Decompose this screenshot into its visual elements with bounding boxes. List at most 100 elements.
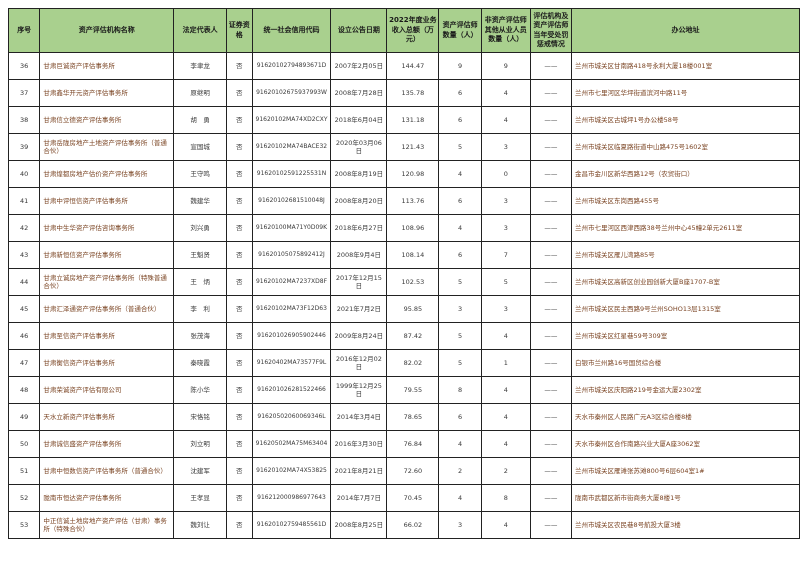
cell-others[interactable]: 9 bbox=[480, 52, 531, 80]
cell-name[interactable]: 甘肃信立德资产评估事务所 bbox=[39, 106, 175, 134]
cell-no[interactable]: 48 bbox=[7, 376, 41, 404]
cell-no[interactable]: 43 bbox=[7, 241, 41, 269]
cell-address[interactable]: 兰州市城关区庆阳路219号金运大厦2302室 bbox=[571, 376, 800, 404]
cell-sec[interactable]: 否 bbox=[225, 241, 253, 269]
cell-appraisers[interactable]: 6 bbox=[438, 403, 482, 431]
cell-others[interactable]: 4 bbox=[480, 511, 531, 539]
cell-sec[interactable]: 否 bbox=[225, 106, 253, 134]
cell-penalty[interactable]: —— bbox=[529, 430, 573, 458]
cell-appraisers[interactable]: 4 bbox=[438, 160, 482, 188]
cell-sec[interactable]: 否 bbox=[225, 430, 253, 458]
cell-sec[interactable]: 否 bbox=[225, 511, 253, 539]
cell-no[interactable]: 53 bbox=[7, 511, 41, 539]
cell-income[interactable]: 66.02 bbox=[386, 511, 440, 539]
cell-penalty[interactable]: —— bbox=[529, 160, 573, 188]
cell-income[interactable]: 121.43 bbox=[386, 133, 440, 161]
cell-income[interactable]: 87.42 bbox=[386, 322, 440, 350]
cell-date[interactable]: 2021年8月21日 bbox=[330, 457, 388, 485]
cell-no[interactable]: 46 bbox=[7, 322, 41, 350]
cell-sec[interactable]: 否 bbox=[225, 133, 253, 161]
cell-appraisers[interactable]: 4 bbox=[438, 484, 482, 512]
cell-name[interactable]: 甘肃立诚房地产资产评估事务所（特殊普通合伙） bbox=[39, 268, 175, 296]
cell-appraisers[interactable]: 2 bbox=[438, 457, 482, 485]
cell-sec[interactable]: 否 bbox=[225, 268, 253, 296]
cell-sec[interactable]: 否 bbox=[225, 322, 253, 350]
cell-date[interactable]: 2020年03月06日 bbox=[330, 133, 388, 161]
cell-rep[interactable]: 刘立明 bbox=[173, 430, 227, 458]
cell-appraisers[interactable]: 6 bbox=[438, 106, 482, 134]
cell-appraisers[interactable]: 6 bbox=[438, 241, 482, 269]
cell-income[interactable]: 72.60 bbox=[386, 457, 440, 485]
cell-income[interactable]: 131.18 bbox=[386, 106, 440, 134]
cell-code[interactable]: 916212000986977643 bbox=[251, 484, 332, 512]
cell-rep[interactable]: 王魁贤 bbox=[173, 241, 227, 269]
cell-penalty[interactable]: —— bbox=[529, 187, 573, 215]
cell-others[interactable]: 8 bbox=[480, 484, 531, 512]
cell-rep[interactable]: 宋恪铭 bbox=[173, 403, 227, 431]
cell-sec[interactable]: 否 bbox=[225, 214, 253, 242]
cell-others[interactable]: 4 bbox=[480, 376, 531, 404]
cell-rep[interactable]: 李 利 bbox=[173, 295, 227, 323]
cell-date[interactable]: 2008年8月19日 bbox=[330, 160, 388, 188]
cell-penalty[interactable]: —— bbox=[529, 511, 573, 539]
cell-others[interactable]: 4 bbox=[480, 106, 531, 134]
cell-code[interactable]: 91620402MA73577F9L bbox=[251, 349, 332, 377]
cell-income[interactable]: 108.96 bbox=[386, 214, 440, 242]
cell-code[interactable]: 916201026905902446 bbox=[251, 322, 332, 350]
cell-date[interactable]: 2007年2月05日 bbox=[330, 52, 388, 80]
cell-date[interactable]: 1999年12月25日 bbox=[330, 376, 388, 404]
cell-date[interactable]: 2018年6月27日 bbox=[330, 214, 388, 242]
cell-address[interactable]: 兰州市城关区古城坪1号办公楼58号 bbox=[571, 106, 800, 134]
cell-others[interactable]: 3 bbox=[480, 295, 531, 323]
cell-date[interactable]: 2009年8月24日 bbox=[330, 322, 388, 350]
cell-appraisers[interactable]: 6 bbox=[438, 79, 482, 107]
cell-sec[interactable]: 否 bbox=[225, 295, 253, 323]
cell-penalty[interactable]: —— bbox=[529, 484, 573, 512]
cell-address[interactable]: 天水市秦州区人民路广元A3区综合楼8楼 bbox=[571, 403, 800, 431]
cell-others[interactable]: 5 bbox=[480, 268, 531, 296]
cell-appraisers[interactable]: 3 bbox=[438, 295, 482, 323]
cell-penalty[interactable]: —— bbox=[529, 106, 573, 134]
cell-rep[interactable]: 胡 勇 bbox=[173, 106, 227, 134]
cell-code[interactable]: 91620100MA71Y0D09K bbox=[251, 214, 332, 242]
cell-appraisers[interactable]: 5 bbox=[438, 322, 482, 350]
cell-appraisers[interactable]: 8 bbox=[438, 376, 482, 404]
cell-address[interactable]: 兰州市城关区农民巷8号航投大厦3楼 bbox=[571, 511, 800, 539]
cell-date[interactable]: 2021年7月2日 bbox=[330, 295, 388, 323]
cell-others[interactable]: 7 bbox=[480, 241, 531, 269]
cell-others[interactable]: 4 bbox=[480, 322, 531, 350]
cell-sec[interactable]: 否 bbox=[225, 349, 253, 377]
cell-no[interactable]: 51 bbox=[7, 457, 41, 485]
cell-sec[interactable]: 否 bbox=[225, 160, 253, 188]
cell-income[interactable]: 144.47 bbox=[386, 52, 440, 80]
cell-code[interactable]: 91620102MA74BACE32 bbox=[251, 133, 332, 161]
cell-name[interactable]: 甘肃巨诚资产评估事务所 bbox=[39, 52, 175, 80]
cell-name[interactable]: 陇南市恒达资产评估事务所 bbox=[39, 484, 175, 512]
cell-date[interactable]: 2008年7月28日 bbox=[330, 79, 388, 107]
cell-appraisers[interactable]: 5 bbox=[438, 268, 482, 296]
cell-date[interactable]: 2018年6月04日 bbox=[330, 106, 388, 134]
cell-penalty[interactable]: —— bbox=[529, 133, 573, 161]
cell-code[interactable]: 91620102591225531N bbox=[251, 160, 332, 188]
cell-appraisers[interactable]: 5 bbox=[438, 133, 482, 161]
cell-code[interactable]: 91620102675937993W bbox=[251, 79, 332, 107]
cell-address[interactable]: 兰州市城关区临夏路街道中山路475号1602室 bbox=[571, 133, 800, 161]
cell-address[interactable]: 天水市秦州区合作南路兴业大厦A座3062室 bbox=[571, 430, 800, 458]
cell-no[interactable]: 37 bbox=[7, 79, 41, 107]
cell-appraisers[interactable]: 5 bbox=[438, 349, 482, 377]
cell-name[interactable]: 天水立新资产评估事务所 bbox=[39, 403, 175, 431]
cell-appraisers[interactable]: 9 bbox=[438, 52, 482, 80]
cell-sec[interactable]: 否 bbox=[225, 376, 253, 404]
cell-penalty[interactable]: —— bbox=[529, 457, 573, 485]
cell-no[interactable]: 50 bbox=[7, 430, 41, 458]
cell-no[interactable]: 41 bbox=[7, 187, 41, 215]
cell-rep[interactable]: 沈建军 bbox=[173, 457, 227, 485]
cell-others[interactable]: 2 bbox=[480, 457, 531, 485]
cell-code[interactable]: 916201026281522466 bbox=[251, 376, 332, 404]
cell-appraisers[interactable]: 3 bbox=[438, 511, 482, 539]
cell-name[interactable]: 甘肃鑫华开元资产评估事务所 bbox=[39, 79, 175, 107]
cell-address[interactable]: 陇南市武都区新市街商务大厦8楼1号 bbox=[571, 484, 800, 512]
cell-name[interactable]: 甘肃中评恒信资产评估事务所 bbox=[39, 187, 175, 215]
cell-sec[interactable]: 否 bbox=[225, 403, 253, 431]
cell-address[interactable]: 兰州市城关区高新区创业园创新大厦B座1707-B室 bbox=[571, 268, 800, 296]
